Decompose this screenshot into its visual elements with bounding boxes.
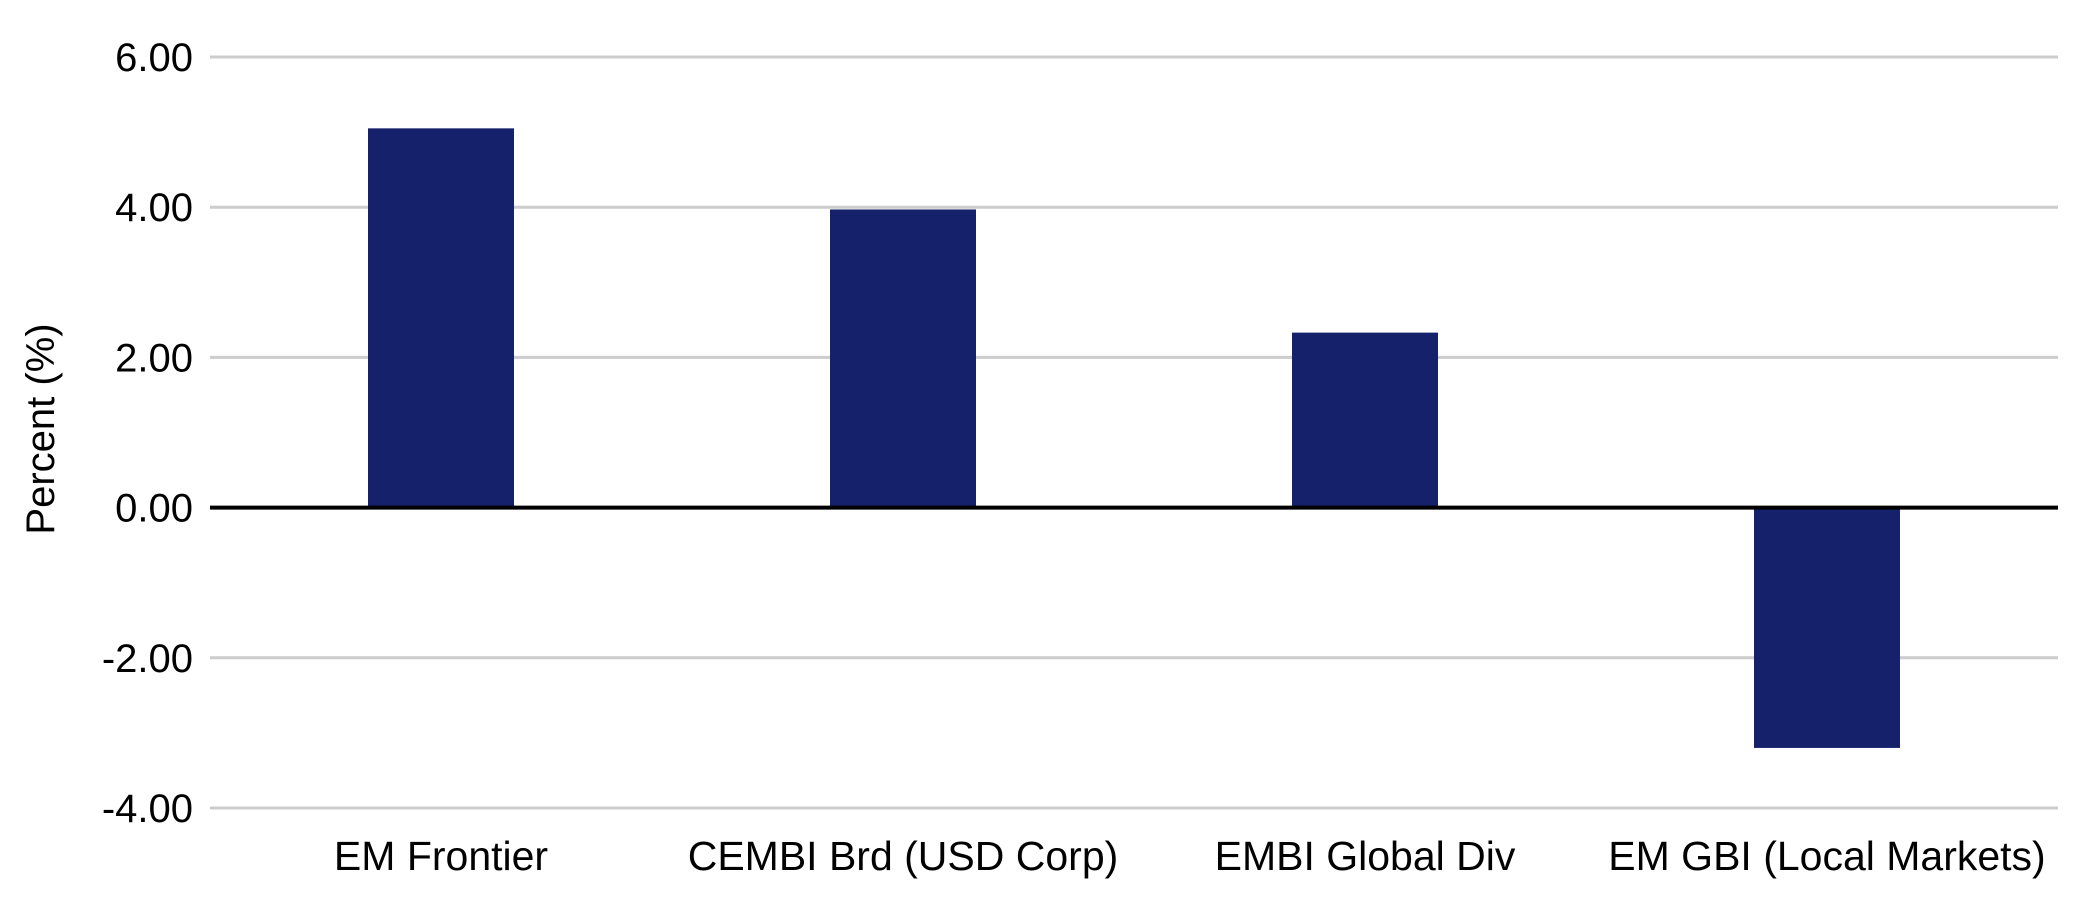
gridlines (210, 55, 2058, 810)
y-tick-label: 4.00 (115, 186, 193, 230)
y-axis-title: Percent (%) (19, 323, 63, 534)
y-axis-ticks: 6.00 4.00 2.00 0.00 -2.00 -4.00 (102, 36, 193, 831)
x-axis-categories: EM Frontier CEMBI Brd (USD Corp) EMBI Glob… (334, 833, 2046, 879)
x-category-label: EMBI Global Div (1215, 833, 1516, 879)
y-tick-label: 6.00 (115, 36, 193, 80)
bar (1754, 507, 1900, 748)
x-category-label: CEMBI Brd (USD Corp) (688, 833, 1119, 879)
x-category-label: EM Frontier (334, 833, 548, 879)
bar (830, 209, 976, 508)
bars (368, 128, 1900, 748)
y-tick-label: -2.00 (102, 637, 193, 681)
y-tick-label: 0.00 (115, 487, 193, 531)
y-tick-label: -4.00 (102, 787, 193, 831)
x-category-label: EM GBI (Local Markets) (1608, 833, 2045, 879)
bar (368, 128, 514, 508)
bar (1292, 332, 1438, 508)
y-tick-label: 2.00 (115, 336, 193, 380)
